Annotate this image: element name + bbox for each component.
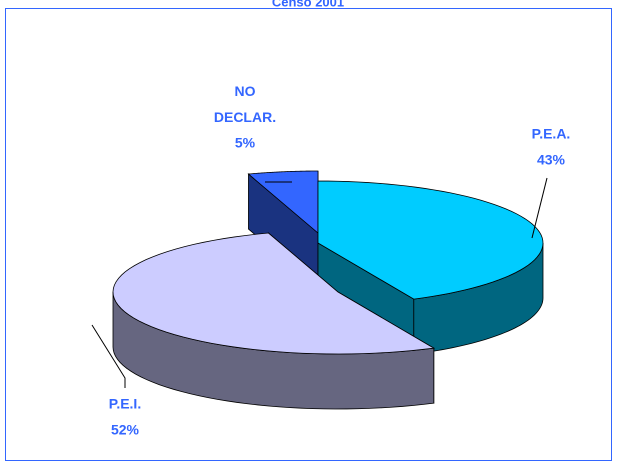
value-label: 52% xyxy=(111,422,140,438)
pie-slice xyxy=(112,232,436,410)
slice-top xyxy=(112,232,436,355)
leader-line xyxy=(531,177,548,239)
slice-top xyxy=(247,170,319,234)
slice-label: P.E.A. xyxy=(532,126,571,142)
slice-label: P.E.I. xyxy=(109,396,141,412)
chart-title: Censo 2001 xyxy=(272,0,344,9)
slice-top xyxy=(317,180,544,300)
pie xyxy=(112,170,544,410)
value-label: 5% xyxy=(235,135,256,151)
value-label: 43% xyxy=(537,152,566,168)
slice-label: NO DECLAR. xyxy=(214,83,276,125)
leader-line xyxy=(91,324,126,388)
